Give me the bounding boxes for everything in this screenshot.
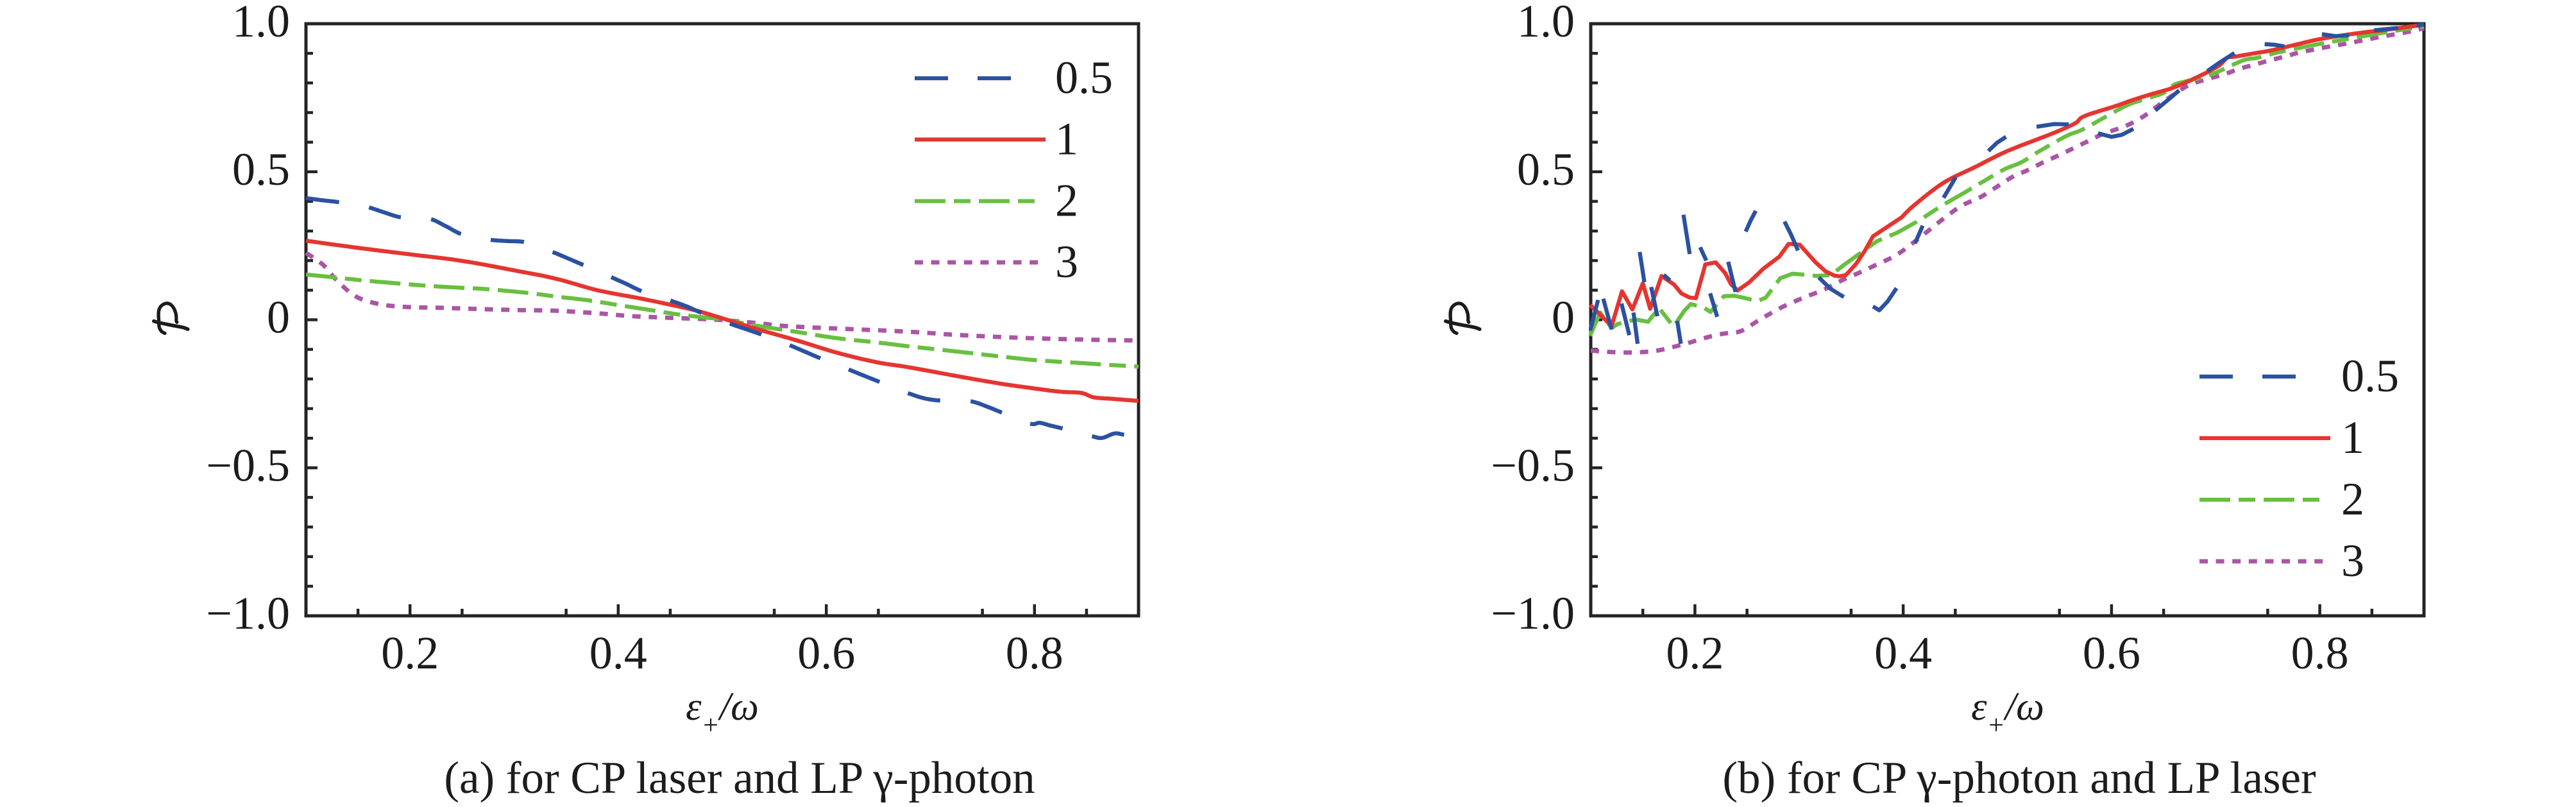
svg-text:0.5: 0.5	[232, 144, 290, 195]
svg-text:0.4: 0.4	[589, 627, 647, 679]
svg-text:0: 0	[267, 292, 290, 343]
svg-text:0.5: 0.5	[2341, 350, 2399, 402]
svg-text:0.8: 0.8	[2291, 627, 2349, 679]
svg-text:0.5: 0.5	[1055, 52, 1113, 103]
svg-text:1.0: 1.0	[232, 0, 290, 47]
svg-text:0.4: 0.4	[1874, 627, 1932, 679]
svg-text:3: 3	[2341, 535, 2364, 586]
svg-text:−1.0: −1.0	[1491, 588, 1575, 639]
svg-text:0.2: 0.2	[381, 627, 439, 679]
svg-text:0.2: 0.2	[1666, 627, 1724, 679]
svg-text:−0.5: −0.5	[206, 439, 290, 491]
svg-text:0: 0	[1552, 292, 1575, 343]
svg-text:0.6: 0.6	[797, 627, 855, 679]
svg-text:0.5: 0.5	[1517, 144, 1575, 195]
svg-text:2: 2	[2341, 473, 2364, 525]
svg-text:−1.0: −1.0	[206, 588, 290, 639]
svg-text:(b) for CP γ-photon and LP las: (b) for CP γ-photon and LP laser	[1722, 753, 2316, 803]
svg-text:2: 2	[1055, 175, 1078, 226]
svg-text:1: 1	[1055, 114, 1078, 165]
svg-text:1.0: 1.0	[1517, 0, 1575, 47]
svg-text:(a) for CP laser and LP γ-phot: (a) for CP laser and LP γ-photon	[444, 753, 1035, 803]
svg-text:1: 1	[2341, 412, 2364, 463]
svg-text:0.8: 0.8	[1006, 627, 1063, 679]
svg-text:3: 3	[1055, 236, 1078, 287]
svg-text:−0.5: −0.5	[1491, 439, 1575, 491]
svg-text:0.6: 0.6	[2083, 627, 2140, 679]
